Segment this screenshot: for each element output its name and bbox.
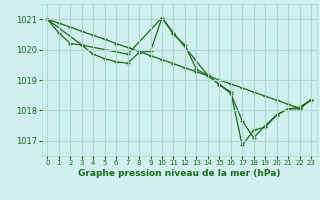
- X-axis label: Graphe pression niveau de la mer (hPa): Graphe pression niveau de la mer (hPa): [78, 169, 280, 178]
